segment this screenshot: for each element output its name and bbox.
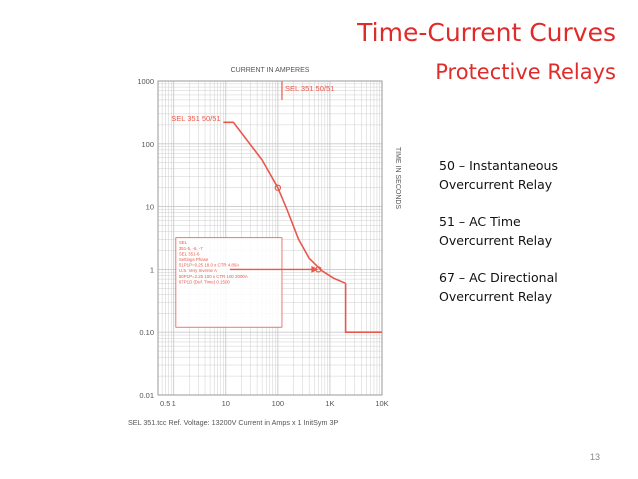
settings-box-line: SEL 351-6 — [179, 251, 200, 256]
x-tick-label: 1K — [325, 399, 334, 408]
settings-box-line: 51P1P=0.25 18.0 x CTR 4.80A — [179, 263, 239, 268]
y-tick-label: 10 — [146, 203, 154, 212]
x-tick-label: 10 — [222, 399, 230, 408]
x-tick-label: 0.5 — [160, 399, 170, 408]
definition-51-line1: 51 – AC Time — [439, 214, 521, 229]
plot-frame — [157, 80, 383, 396]
definition-67-line2: Overcurrent Relay — [439, 289, 553, 304]
settings-box-line: 67P1D (Def. Time) 0.1500 — [179, 279, 231, 284]
definition-51: 51 – AC Time Overcurrent Relay — [439, 212, 629, 250]
settings-box-line: U.S. Very Inverse A — [179, 268, 217, 273]
y-axis-label: TIME IN SECONDS — [394, 147, 401, 210]
x-tick-label: 100 — [272, 399, 285, 408]
slide-number: 13 — [590, 452, 601, 462]
y-tick-label: 0.10 — [139, 328, 154, 337]
y-tick-label: 1 — [150, 265, 154, 274]
time-current-chart: SEL 351-5, -6, -7 SEL 351-6 Settings Phase 5… — [120, 58, 410, 443]
chart-footer: SEL 351.tcc Ref. Voltage: 13200V Current… — [128, 418, 338, 427]
arrow-head — [311, 265, 319, 273]
y-tick-label: 1000 — [137, 77, 154, 86]
chart-text: 0.5 1 10 100 1K 10K10001001010.100.01CURRENT … — [128, 67, 401, 427]
settings-box-line: Settings Phase — [179, 257, 209, 262]
definition-67-line1: 67 – AC Directional — [439, 270, 558, 285]
slide-subtitle: Protective Relays — [435, 60, 616, 84]
curve-label: SEL 351 50/51 — [171, 114, 220, 123]
y-tick-label: 100 — [141, 140, 154, 149]
definition-67: 67 – AC Directional Overcurrent Relay — [439, 268, 629, 306]
chart-series: SEL 351 50/51 SEL 351 50/51 — [171, 81, 382, 334]
chart-axes — [157, 80, 383, 396]
definitions-panel: 50 – Instantaneous Overcurrent Relay 51 … — [439, 156, 629, 324]
vertical-marker-label: SEL 351 50/51 — [285, 84, 334, 93]
settings-box-line: SEL — [179, 240, 188, 245]
relay-curve-line — [223, 121, 346, 285]
settings-box-line: 351-5, -6, -7 — [179, 246, 203, 251]
curve-marker — [315, 266, 322, 273]
slide-title: Time-Current Curves — [357, 18, 616, 47]
instantaneous-step-line — [344, 283, 382, 334]
x-axis-label: CURRENT IN AMPERES — [231, 67, 310, 74]
definition-50: 50 – Instantaneous Overcurrent Relay — [439, 156, 629, 194]
y-tick-label: 0.01 — [139, 391, 154, 400]
settings-box-frame — [175, 237, 283, 328]
x-tick-label: 10K — [375, 399, 388, 408]
definition-50-line1: 50 – Instantaneous — [439, 158, 558, 173]
curve-marker — [274, 184, 282, 191]
definition-50-line2: Overcurrent Relay — [439, 177, 553, 192]
definition-51-line2: Overcurrent Relay — [439, 233, 553, 248]
x-tick-label: 1 — [172, 399, 176, 408]
settings-box-line: 50P1P=2.25 100 x CTR 100 2000A — [179, 274, 248, 279]
